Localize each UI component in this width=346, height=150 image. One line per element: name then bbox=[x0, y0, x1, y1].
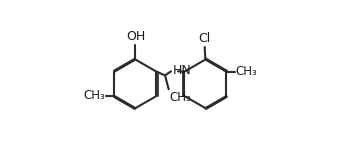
Text: CH₃: CH₃ bbox=[84, 90, 106, 102]
Text: CH₃: CH₃ bbox=[235, 65, 257, 78]
Text: HN: HN bbox=[173, 64, 191, 77]
Text: CH₃: CH₃ bbox=[169, 91, 191, 104]
Text: OH: OH bbox=[126, 30, 145, 43]
Text: Cl: Cl bbox=[199, 32, 211, 45]
